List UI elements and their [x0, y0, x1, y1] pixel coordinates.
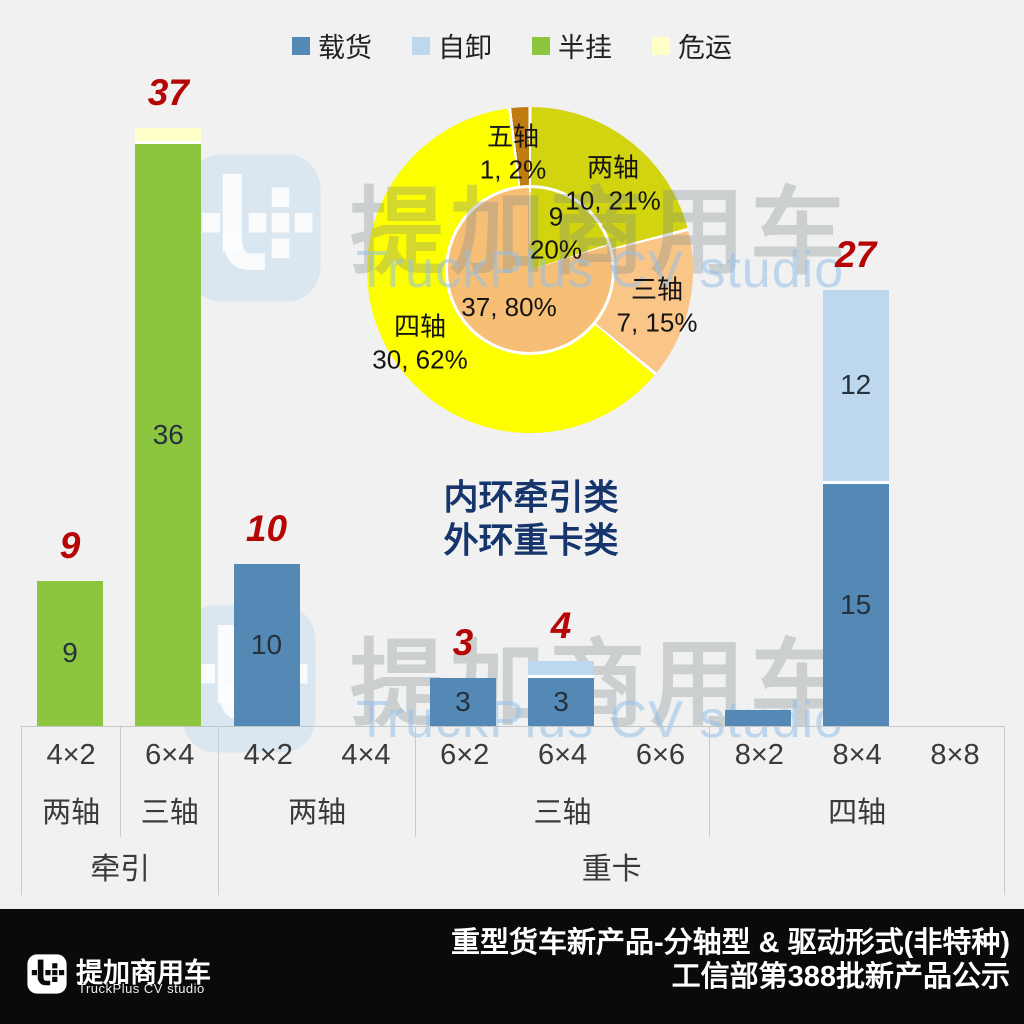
axis-axle-group: 8×2 8×4 8×8 四轴: [709, 727, 1004, 837]
bar-total-label: 10: [245, 508, 288, 550]
bar-segment-载货: 3: [429, 677, 496, 726]
pie-label-name: 三轴: [630, 274, 684, 305]
footer-bar: 提加商用车 TruckPlus CV studio 重型货车新产品-分轴型 & …: [0, 909, 1024, 1024]
axis-axle-label: 三轴: [533, 797, 592, 829]
axis-class-label: 重卡: [218, 837, 1004, 895]
pie-outer-label: 三轴 7, 15%: [617, 274, 698, 339]
bar-value-label: 36: [152, 419, 184, 451]
axis-axle-group: 6×2 6×4 6×6 三轴: [414, 727, 710, 837]
pie-label-value: 10, 21%: [565, 185, 661, 215]
pie-outer-label: 五轴 1, 2%: [480, 121, 547, 186]
bar-segment-自卸: 12: [822, 289, 889, 484]
pie-inner-label: 37, 80%: [461, 291, 557, 322]
legend-item: 载货: [292, 26, 372, 65]
legend-label: 危运: [678, 33, 732, 63]
legend-item: 危运: [652, 26, 732, 65]
axis-axle-label: 两轴: [42, 797, 101, 829]
footer-title-line1: 重型货车新产品-分轴型 & 驱动形式(非特种): [450, 927, 1010, 959]
pie-label-value: 9: [548, 201, 564, 232]
pie-label-value: 30, 62%: [372, 344, 468, 374]
axis-axle-label: 三轴: [140, 797, 199, 829]
bar-total-label: 3: [452, 621, 474, 663]
axis-drive-row: 4×2 4×4: [219, 727, 414, 783]
footer-title-line2: 工信部第388批新产品公示: [671, 961, 1010, 993]
axis-drive-label: 6×6: [635, 738, 686, 771]
bar-segment-载货: [724, 709, 791, 726]
pie-label-value: 1, 2%: [479, 154, 547, 184]
legend-swatch: [652, 36, 670, 55]
axis-drive-label: 6×2: [440, 738, 490, 771]
bar-segment-半挂: 9: [37, 580, 104, 726]
bar-segment-载货: 15: [822, 483, 889, 726]
bar-value-label: 10: [250, 629, 283, 661]
bar-value-label: 9: [62, 637, 78, 669]
axis-drive-row: 8×2 8×4 8×8: [710, 727, 1004, 783]
truckplus-logo-icon: [27, 954, 67, 994]
axis-drive-label: 8×8: [930, 738, 980, 771]
legend-item: 半挂: [532, 26, 612, 65]
legend-label: 自卸: [438, 33, 492, 63]
pie-label-pct: 20%: [529, 234, 583, 264]
axis-drive-row: 6×4: [121, 727, 218, 783]
pie-label-value: 7, 15%: [616, 307, 698, 337]
pie-note: 内环牵引类 外环重卡类: [443, 477, 618, 562]
bar-segment-载货: 3: [528, 677, 595, 726]
legend: 载货 自卸 半挂 危运: [0, 26, 1024, 65]
legend-swatch: [532, 36, 550, 55]
bar-segment-半挂: 36: [135, 144, 202, 726]
axis-axle-label: 四轴: [828, 797, 887, 829]
axis-drive-label: 4×2: [46, 738, 96, 771]
axis-drive-label: 8×4: [832, 738, 882, 771]
bar-segment-自卸: [528, 661, 595, 678]
axis-axle-group: 6×4 三轴: [120, 727, 218, 837]
legend-label: 载货: [318, 33, 372, 63]
legend-swatch: [412, 36, 430, 55]
footer-subbrand: TruckPlus CV studio: [78, 981, 205, 996]
bar-total-label: 37: [147, 72, 189, 113]
axis-drive-label: 4×4: [341, 738, 391, 771]
bar-total-label: 4: [550, 605, 572, 647]
bar-chart: 9 9 36 37 10 10 3 3 3 4 15 12 27: [21, 0, 1003, 726]
legend-swatch: [292, 36, 310, 55]
axis-class-label: 牵引: [90, 853, 151, 886]
pie-note-line1: 内环牵引类: [443, 478, 619, 518]
bar-value-label: 3: [553, 685, 569, 717]
pie-note-line2: 外环重卡类: [443, 521, 619, 560]
bar-value-label: 3: [455, 685, 471, 717]
pie-label-name: 四轴: [393, 311, 446, 342]
axis-axle-label: 两轴: [288, 797, 347, 829]
axis-drive-label: 8×2: [734, 738, 784, 771]
pie-label-name: 两轴: [586, 152, 639, 183]
pie-inner-circle: [445, 185, 615, 355]
pie-outer-label: 两轴 10, 21%: [565, 152, 660, 217]
axis-axle-group: 4×2 两轴: [22, 727, 120, 837]
legend-label: 半挂: [558, 33, 612, 63]
bar-value-label: 15: [840, 588, 872, 620]
footer-title: 重型货车新产品-分轴型 & 驱动形式(非特种) 工信部第388批新产品公示: [451, 926, 1010, 994]
category-axis: 4×2 两轴 6×4 三轴 4×2 4×4 两轴 6×2 6×4 6×6 三轴 8×2 8×4 8×8 四轴…: [21, 726, 1005, 895]
bar-segment-载货: 10: [233, 564, 300, 726]
axis-drive-label: 6×4: [537, 738, 588, 771]
axis-axle-group: 4×2 4×4 两轴: [218, 727, 414, 837]
axis-drive-label: 6×4: [145, 738, 195, 771]
bar-value-label: 12: [840, 369, 872, 401]
axis-drive-row: 4×2: [22, 727, 120, 783]
footer-brand: 提加商用车: [76, 958, 211, 988]
pie-outer-label: 四轴 30, 62%: [372, 311, 467, 376]
axis-drive-row: 6×2 6×4 6×6: [416, 727, 710, 783]
pie-inner-label: 9 20%: [530, 201, 582, 266]
pie-label-name: 五轴: [486, 121, 539, 152]
legend-item: 自卸: [412, 26, 492, 65]
bar-segment-危运: [135, 128, 202, 145]
axis-drive-label: 4×2: [243, 738, 293, 771]
bar-total-label: 27: [835, 233, 877, 275]
bar-total-label: 9: [59, 524, 81, 566]
